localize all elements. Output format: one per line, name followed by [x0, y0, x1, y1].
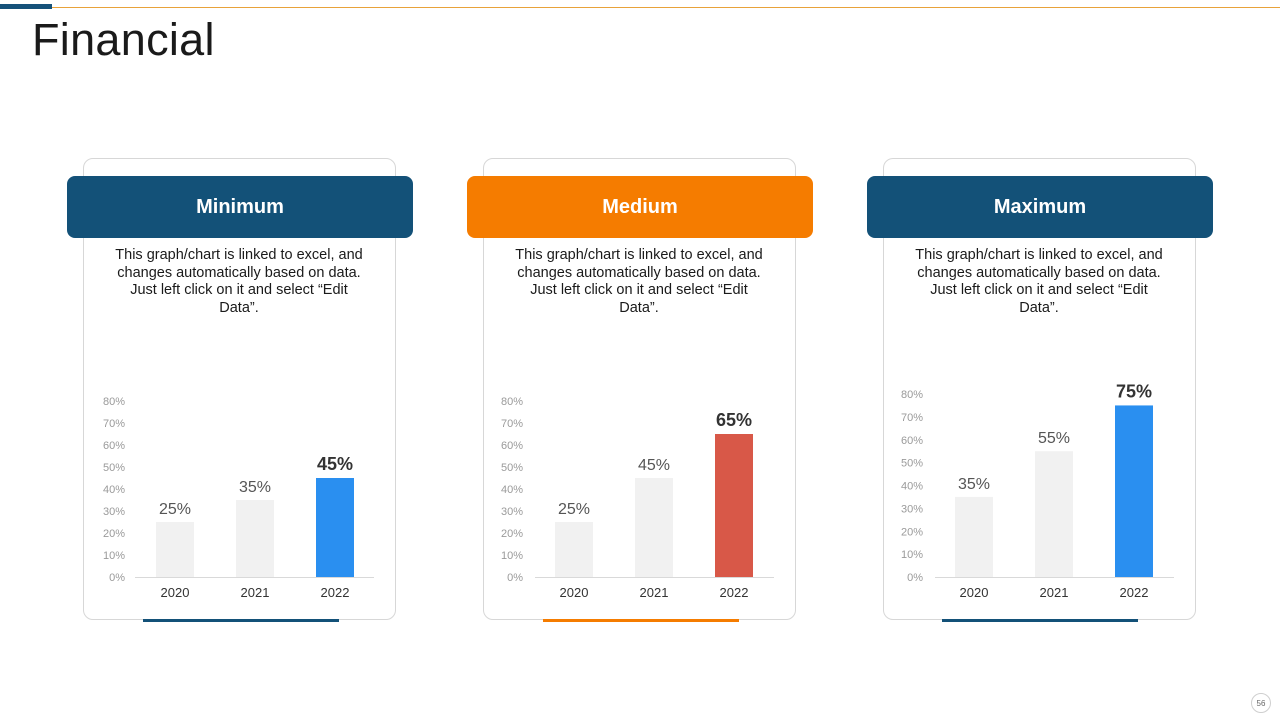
- chart-svg: 0% 10% 20% 30% 40% 50% 60% 70% 80% 35% 2020 55% 2021…: [901, 381, 1174, 600]
- y-tick-label: 10%: [501, 550, 523, 562]
- y-tick-label: 40%: [901, 481, 923, 493]
- y-tick-label: 70%: [501, 418, 523, 430]
- card-description-maximum: This graph/chart is linked to excel, and…: [915, 247, 1163, 317]
- y-tick-label: 80%: [901, 389, 923, 401]
- bar-2022: [316, 478, 354, 577]
- x-tick-label: 2020: [560, 585, 589, 600]
- y-tick-label: 40%: [501, 484, 523, 496]
- data-label-2021: 35%: [239, 479, 271, 496]
- card-description-minimum: This graph/chart is linked to excel, and…: [115, 247, 363, 317]
- page-number: 56: [1251, 693, 1271, 713]
- card-underline-medium: [543, 619, 739, 622]
- bar-2022: [1115, 405, 1153, 577]
- y-tick-label: 50%: [501, 462, 523, 474]
- x-tick-label: 2021: [640, 585, 669, 600]
- data-label-2022: 45%: [317, 454, 353, 474]
- y-tick-label: 60%: [103, 440, 125, 452]
- bar-2021: [635, 478, 673, 577]
- y-tick-label: 70%: [103, 418, 125, 430]
- card-underline-minimum: [143, 619, 339, 622]
- x-tick-label: 2021: [1040, 585, 1069, 600]
- y-tick-label: 20%: [501, 528, 523, 540]
- y-tick-label: 0%: [507, 572, 523, 584]
- card-header-medium: Medium: [467, 176, 813, 238]
- x-tick-label: 2021: [241, 585, 270, 600]
- chart-medium[interactable]: 0% 10% 20% 30% 40% 50% 60% 70% 80% 25% 2020 45% 2021…: [483, 360, 796, 610]
- bar-2020: [955, 496, 993, 577]
- y-tick-label: 30%: [901, 503, 923, 515]
- card-header-minimum: Minimum: [67, 176, 413, 238]
- data-label-2022: 75%: [1116, 381, 1152, 401]
- top-divider-line: [52, 7, 1280, 8]
- chart-maximum[interactable]: 0% 10% 20% 30% 40% 50% 60% 70% 80% 35% 2020 55% 2021…: [883, 360, 1196, 610]
- y-tick-label: 80%: [103, 396, 125, 408]
- y-tick-label: 60%: [501, 440, 523, 452]
- y-tick-label: 50%: [103, 462, 125, 474]
- data-label-2020: 25%: [159, 501, 191, 518]
- data-label-2020: 25%: [558, 501, 590, 518]
- y-tick-label: 80%: [501, 396, 523, 408]
- data-label-2021: 55%: [1038, 430, 1070, 447]
- y-tick-label: 20%: [901, 526, 923, 538]
- y-tick-label: 0%: [109, 572, 125, 584]
- x-tick-label: 2022: [1120, 585, 1149, 600]
- bar-2021: [236, 500, 274, 577]
- y-tick-label: 60%: [901, 435, 923, 447]
- data-label-2020: 35%: [958, 476, 990, 493]
- y-tick-label: 20%: [103, 528, 125, 540]
- top-accent-bar: [0, 4, 52, 9]
- card-description-medium: This graph/chart is linked to excel, and…: [515, 247, 763, 317]
- page-title: Financial: [32, 14, 215, 65]
- bar-2020: [555, 522, 593, 577]
- bar-2020: [156, 522, 194, 577]
- y-tick-label: 70%: [901, 412, 923, 424]
- y-tick-label: 10%: [901, 549, 923, 561]
- x-tick-label: 2020: [960, 585, 989, 600]
- y-tick-label: 30%: [103, 506, 125, 518]
- y-tick-label: 10%: [103, 550, 125, 562]
- x-tick-label: 2022: [321, 585, 350, 600]
- y-tick-label: 0%: [907, 572, 923, 584]
- data-label-2022: 65%: [716, 410, 752, 430]
- y-tick-label: 40%: [103, 484, 125, 496]
- y-tick-label: 30%: [501, 506, 523, 518]
- y-tick-label: 50%: [901, 458, 923, 470]
- bar-2021: [1035, 451, 1073, 577]
- x-tick-label: 2020: [161, 585, 190, 600]
- x-tick-label: 2022: [720, 585, 749, 600]
- bar-2022: [715, 434, 753, 577]
- chart-svg: 0% 10% 20% 30% 40% 50% 60% 70% 80% 25% 2020 35% 2021…: [103, 396, 374, 600]
- card-underline-maximum: [942, 619, 1138, 622]
- data-label-2021: 45%: [638, 457, 670, 474]
- chart-minimum[interactable]: 0% 10% 20% 30% 40% 50% 60% 70% 80% 25% 2020 35% 2021…: [83, 360, 396, 610]
- card-header-maximum: Maximum: [867, 176, 1213, 238]
- chart-svg: 0% 10% 20% 30% 40% 50% 60% 70% 80% 25% 2020 45% 2021…: [501, 396, 774, 600]
